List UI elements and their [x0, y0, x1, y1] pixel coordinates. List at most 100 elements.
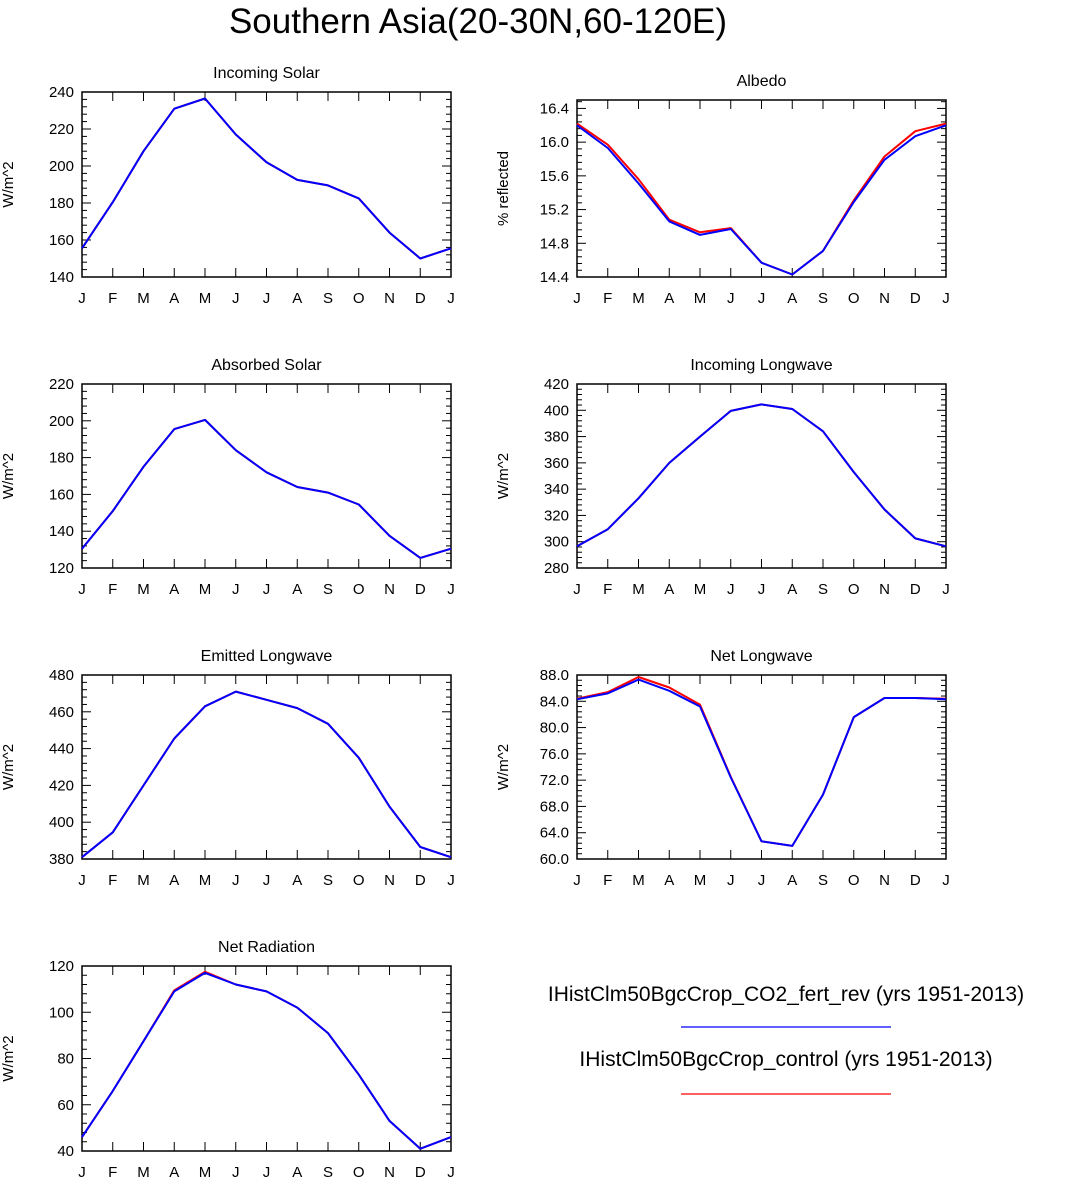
x-tick-label: J	[447, 290, 455, 307]
y-tick-label: 440	[49, 741, 74, 758]
x-tick-label: N	[384, 1164, 395, 1181]
x-tick-label: A	[664, 581, 674, 598]
x-tick-label: J	[942, 872, 950, 889]
y-tick-label: 380	[544, 429, 569, 446]
x-tick-label: J	[942, 290, 950, 307]
x-tick-label: M	[199, 1164, 212, 1181]
y-axis-label: W/m^2	[0, 1035, 17, 1081]
x-tick-label: A	[169, 581, 179, 598]
panel-title: Albedo	[737, 73, 787, 90]
y-tick-label: 380	[49, 851, 74, 868]
x-tick-label: D	[910, 290, 921, 307]
plot-frame	[81, 674, 452, 860]
y-tick-label: 40	[57, 1143, 74, 1160]
plot-frame	[81, 91, 452, 278]
x-tick-label: A	[664, 290, 674, 307]
y-tick-label: 280	[544, 560, 569, 577]
series-line-control	[576, 122, 947, 276]
series-line-control	[81, 690, 452, 859]
x-tick-label: M	[632, 581, 645, 598]
x-tick-label: S	[323, 872, 333, 889]
y-tick-label: 420	[544, 376, 569, 393]
x-tick-label: J	[263, 581, 271, 598]
y-tick-label: 16.0	[540, 134, 569, 151]
y-tick-label: 240	[49, 84, 74, 101]
y-tick-label: 64.0	[540, 825, 569, 842]
y-tick-label: 120	[49, 958, 74, 975]
series-line-control	[81, 970, 452, 1150]
x-tick-label: A	[292, 581, 302, 598]
x-tick-label: J	[447, 581, 455, 598]
x-tick-label: J	[447, 872, 455, 889]
x-tick-label: J	[78, 290, 86, 307]
y-axis-label: W/m^2	[0, 161, 17, 207]
y-tick-label: 80.0	[540, 720, 569, 737]
x-tick-label: M	[199, 290, 212, 307]
y-tick-label: 84.0	[540, 693, 569, 710]
panel-title: Incoming Solar	[213, 65, 320, 82]
x-tick-label: O	[848, 872, 860, 889]
series-line-co2-fert-rev	[81, 418, 452, 559]
y-tick-label: 360	[544, 455, 569, 472]
y-tick-label: 60	[57, 1097, 74, 1114]
panel-title: Emitted Longwave	[201, 648, 333, 665]
panel-title: Absorbed Solar	[211, 357, 322, 374]
x-tick-label: J	[573, 872, 581, 889]
x-tick-label: J	[78, 872, 86, 889]
x-tick-label: S	[818, 581, 828, 598]
plot-frame	[576, 383, 947, 569]
y-tick-label: 320	[544, 507, 569, 524]
y-tick-label: 140	[49, 269, 74, 286]
y-axis-label: W/m^2	[495, 453, 512, 499]
series-line-control	[81, 97, 452, 260]
y-tick-label: 14.8	[540, 235, 569, 252]
x-tick-label: D	[415, 872, 426, 889]
x-tick-label: J	[573, 581, 581, 598]
y-axis-label: % reflected	[495, 151, 512, 226]
x-tick-label: J	[727, 872, 735, 889]
x-tick-label: F	[108, 290, 117, 307]
legend-label-fert-rev: IHistClm50BgcCrop_CO2_fert_rev (yrs 1951…	[548, 983, 1024, 1006]
x-tick-label: J	[232, 290, 240, 307]
y-tick-label: 200	[49, 158, 74, 175]
y-tick-label: 200	[49, 413, 74, 430]
x-tick-label: M	[137, 1164, 150, 1181]
series-line-co2-fert-rev	[81, 971, 452, 1150]
y-tick-label: 160	[49, 232, 74, 249]
x-tick-label: M	[137, 290, 150, 307]
x-tick-label: M	[694, 872, 707, 889]
x-tick-label: M	[137, 872, 150, 889]
series-line-control	[81, 418, 452, 559]
y-tick-label: 180	[49, 195, 74, 212]
series-line-co2-fert-rev	[576, 403, 947, 548]
y-tick-label: 76.0	[540, 746, 569, 763]
x-tick-label: F	[603, 581, 612, 598]
x-tick-label: A	[292, 1164, 302, 1181]
x-tick-label: A	[787, 872, 797, 889]
y-axis-label: W/m^2	[0, 744, 17, 790]
x-tick-label: D	[415, 581, 426, 598]
x-tick-label: A	[169, 872, 179, 889]
panel-title: Net Radiation	[218, 939, 315, 956]
x-tick-label: J	[727, 581, 735, 598]
x-tick-label: J	[727, 290, 735, 307]
x-tick-label: S	[323, 1164, 333, 1181]
y-tick-label: 400	[49, 814, 74, 831]
y-tick-label: 400	[544, 402, 569, 419]
series-line-co2-fert-rev	[81, 97, 452, 260]
x-tick-label: M	[137, 581, 150, 598]
x-tick-label: F	[108, 581, 117, 598]
x-tick-label: F	[603, 290, 612, 307]
series-line-co2-fert-rev	[576, 124, 947, 276]
series-line-co2-fert-rev	[81, 690, 452, 859]
x-tick-label: F	[108, 872, 117, 889]
x-tick-label: J	[232, 872, 240, 889]
y-tick-label: 15.2	[540, 202, 569, 219]
x-tick-label: J	[78, 1164, 86, 1181]
plot-frame	[576, 99, 947, 278]
x-tick-label: N	[384, 290, 395, 307]
y-tick-label: 460	[49, 704, 74, 721]
